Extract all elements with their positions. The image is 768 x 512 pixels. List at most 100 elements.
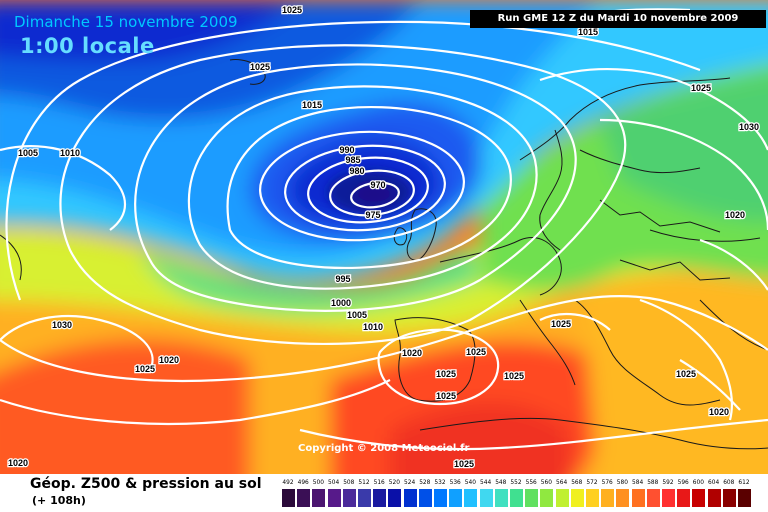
pressure-labels: 1025 1025 1015 1015 1005 1010 990 985 98… — [7, 4, 761, 471]
isobars — [0, 8, 768, 451]
scale-swatch — [677, 489, 691, 507]
scale-swatch — [707, 489, 721, 507]
scale-tick-label: 564 — [556, 478, 568, 486]
scale-swatch — [494, 489, 508, 507]
footer: Géop. Z500 & pression au sol (+ 108h) 49… — [0, 474, 768, 512]
scale-tick-label: 536 — [449, 478, 461, 486]
isobar-label: 1025 — [466, 347, 486, 357]
scale-swatch — [555, 489, 569, 507]
scale-swatch — [738, 489, 751, 507]
scale-tick-label: 528 — [419, 478, 431, 486]
scale-tick-label: 608 — [723, 478, 735, 486]
scale-tick-label: 600 — [692, 478, 704, 486]
isobar-label: 1025 — [282, 5, 302, 15]
map-title: Géop. Z500 & pression au sol — [30, 476, 262, 492]
color-scale: 492 496 500 504 508 512 516 520 524 528 532 536 540 5… — [282, 478, 751, 510]
scale-swatch — [403, 489, 417, 507]
scale-tick-label: 504 — [328, 478, 340, 486]
scale-swatch — [510, 489, 523, 507]
isobar-label: 1025 — [676, 369, 696, 379]
scale-swatch — [358, 489, 371, 507]
scale-tick-label: 596 — [677, 478, 689, 486]
scale-swatch — [525, 489, 539, 507]
forecast-date: Dimanche 15 novembre 2009 — [14, 13, 238, 31]
scale-tick-label: 568 — [571, 478, 583, 486]
isobar-label: 1010 — [363, 322, 383, 332]
isobar-label: 1020 — [159, 355, 179, 365]
scale-tick-label: 592 — [662, 478, 674, 486]
scale-tick-label: 572 — [586, 478, 598, 486]
scale-tick-label: 548 — [495, 478, 507, 486]
scale-tick-label: 508 — [343, 478, 355, 486]
isobar-label: 1025 — [504, 371, 524, 381]
scale-swatch — [312, 489, 326, 507]
copyright: Copyright © 2008 Meteociel.fr — [298, 443, 470, 454]
forecast-range: (+ 108h) — [32, 494, 86, 507]
scale-swatch — [388, 489, 402, 507]
isobar-label: 1020 — [709, 407, 729, 417]
isobar-label: 975 — [365, 210, 380, 220]
scale-tick-label: 496 — [297, 478, 309, 486]
scale-swatch — [646, 489, 660, 507]
scale-tick-label: 520 — [388, 478, 400, 486]
scale-tick-label: 604 — [708, 478, 720, 486]
scale-tick-label: 524 — [404, 478, 416, 486]
isobar-label: 1025 — [135, 364, 155, 374]
scale-swatch — [662, 489, 675, 507]
weather-map: 1025 1025 1015 1015 1005 1010 990 985 98… — [0, 0, 768, 474]
isobar-label: 985 — [345, 155, 360, 165]
scale-swatch — [479, 489, 493, 507]
scale-tick-label: 556 — [525, 478, 537, 486]
scale-tick-label: 584 — [632, 478, 644, 486]
isobar-label: 1005 — [18, 148, 38, 158]
scale-swatch — [722, 489, 736, 507]
scale-tick-label: 588 — [647, 478, 659, 486]
scale-tick-label: 576 — [601, 478, 613, 486]
isobar-label: 1025 — [436, 391, 456, 401]
scale-tick-label: 560 — [540, 478, 552, 486]
isobar-label: 1030 — [52, 320, 72, 330]
forecast-time: 1:00 locale — [20, 34, 155, 58]
scale-swatch — [342, 489, 356, 507]
scale-swatch — [616, 489, 630, 507]
isobar-label: 990 — [339, 145, 354, 155]
scale-swatch — [373, 489, 387, 507]
scale-swatch — [570, 489, 584, 507]
isobar-label: 995 — [335, 274, 350, 284]
isobar-label: 970 — [370, 180, 385, 190]
scale-tick-label: 580 — [616, 478, 628, 486]
isobar-label: 1030 — [739, 122, 759, 132]
scale-swatch — [327, 489, 341, 507]
scale-swatch — [464, 489, 478, 507]
isobar-label: 1015 — [578, 27, 598, 37]
isobar-label: 1025 — [454, 459, 474, 469]
isobar-label: 1020 — [402, 348, 422, 358]
isobar-label: 1020 — [725, 210, 745, 220]
isobar-label: 1015 — [302, 100, 322, 110]
model-run-banner: Run GME 12 Z du Mardi 10 novembre 2009 — [470, 10, 766, 28]
scale-swatch — [601, 489, 615, 507]
isobar-label: 1010 — [60, 148, 80, 158]
isobar-label: 1025 — [436, 369, 456, 379]
isobar-label: 1005 — [347, 310, 367, 320]
scale-swatch — [631, 489, 645, 507]
isobar-label: 1000 — [331, 298, 351, 308]
scale-tick-label: 540 — [464, 478, 476, 486]
isobar-label: 1025 — [691, 83, 711, 93]
isobar-label: 980 — [349, 166, 364, 176]
isobar-label: 1020 — [8, 458, 28, 468]
isobar-label: 1025 — [551, 319, 571, 329]
isobar-label: 1025 — [250, 62, 270, 72]
scale-swatch — [434, 489, 447, 507]
scale-tick-label: 532 — [434, 478, 446, 486]
scale-tick-label: 612 — [738, 478, 750, 486]
scale-tick-label: 492 — [282, 478, 294, 486]
scale-tick-label: 500 — [312, 478, 324, 486]
scale-swatch — [586, 489, 599, 507]
scale-tick-label: 544 — [480, 478, 492, 486]
scale-tick-label: 516 — [373, 478, 385, 486]
coastlines — [0, 59, 768, 450]
scale-tick-label: 512 — [358, 478, 370, 486]
scale-swatch — [540, 489, 554, 507]
